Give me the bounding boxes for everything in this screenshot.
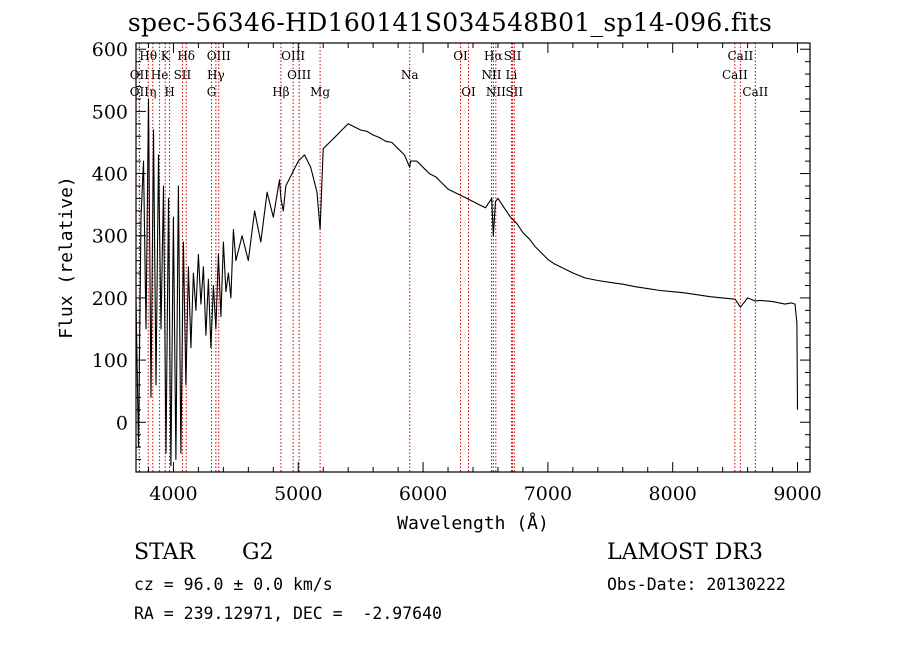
x-axis-ticks: 4000 5000 6000 7000 8000 9000 bbox=[147, 43, 822, 505]
line-marker-label: NII bbox=[486, 85, 506, 99]
observation-date: Obs-Date: 20130222 bbox=[607, 575, 786, 594]
line-marker-label: OIII bbox=[287, 68, 311, 82]
line-marker-label: CaII bbox=[742, 85, 768, 99]
object-class: STAR bbox=[134, 540, 195, 565]
y-tick-label: 400 bbox=[92, 164, 128, 186]
x-axis-label: Wavelength (Å) bbox=[397, 512, 549, 534]
line-marker-label: OIII bbox=[207, 49, 231, 63]
line-marker-label: OI bbox=[461, 85, 476, 99]
line-marker-label: Hθ bbox=[139, 49, 157, 63]
y-tick-label: 300 bbox=[92, 226, 128, 248]
line-marker-label: Hβ bbox=[272, 85, 289, 99]
y-tick-label: 500 bbox=[92, 101, 128, 123]
x-tick-label: 4000 bbox=[149, 483, 197, 505]
x-tick-label: 8000 bbox=[649, 483, 697, 505]
spectral-subclass: G2 bbox=[242, 540, 274, 565]
line-marker-label: K bbox=[161, 49, 171, 63]
line-marker-label: NII bbox=[481, 68, 501, 82]
x-tick-label: 5000 bbox=[274, 483, 322, 505]
line-marker-label: η bbox=[149, 85, 156, 99]
chart-title: spec-56346-HD160141S034548B01_sp14-096.f… bbox=[127, 8, 773, 37]
survey-name: LAMOST DR3 bbox=[607, 540, 763, 565]
line-marker-label: SII bbox=[504, 49, 522, 63]
line-marker-label: Hδ bbox=[177, 49, 195, 63]
line-marker-label: He bbox=[151, 68, 169, 82]
spectrum-line bbox=[135, 98, 799, 467]
redshift-value: cz = 96.0 ± 0.0 km/s bbox=[134, 575, 333, 594]
y-tick-label: 100 bbox=[92, 350, 128, 372]
line-marker-label: SII bbox=[174, 68, 192, 82]
y-tick-label: 0 bbox=[116, 412, 128, 434]
x-tick-label: 9000 bbox=[773, 483, 821, 505]
line-marker-label: Mg bbox=[310, 85, 330, 99]
y-axis-label: Flux (relative) bbox=[56, 176, 77, 339]
line-marker-label: OII bbox=[130, 85, 150, 99]
x-tick-label: 6000 bbox=[399, 483, 447, 505]
line-marker-label: G bbox=[207, 85, 217, 99]
line-marker-label: Hα bbox=[484, 49, 503, 63]
line-marker-label: Li bbox=[506, 68, 518, 82]
line-marker-label: H bbox=[164, 85, 174, 99]
y-axis-ticks: 0 100 200 300 400 500 600 bbox=[92, 39, 810, 461]
line-marker-label: Na bbox=[401, 68, 419, 82]
y-tick-label: 200 bbox=[92, 288, 128, 310]
spectrum-series bbox=[135, 98, 799, 467]
line-marker-label: Hγ bbox=[207, 68, 225, 82]
y-tick-label: 600 bbox=[92, 39, 128, 61]
line-marker-label: SII bbox=[505, 85, 523, 99]
line-marker-label: CaII bbox=[727, 49, 753, 63]
line-marker-label: OIII bbox=[281, 49, 305, 63]
x-tick-label: 7000 bbox=[524, 483, 572, 505]
line-marker-label: CaII bbox=[722, 68, 748, 82]
line-marker-label: OI bbox=[453, 49, 468, 63]
sky-coordinates: RA = 239.12971, DEC = -2.97640 bbox=[134, 604, 442, 623]
